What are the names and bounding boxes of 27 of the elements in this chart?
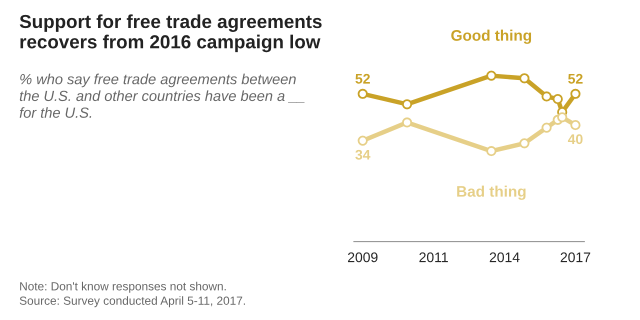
- x-tick-label: 2011: [419, 252, 448, 262]
- point: [552, 94, 563, 104]
- point: [402, 117, 412, 128]
- text: Bad thing: [457, 186, 526, 200]
- data-label: 34: [355, 150, 370, 160]
- point: [570, 120, 581, 130]
- point: [557, 112, 568, 122]
- x-tick-label: 2014: [490, 252, 520, 262]
- point: [486, 70, 496, 81]
- data-label: 40: [568, 134, 583, 144]
- point: [542, 91, 552, 102]
- data-label: 52: [355, 74, 370, 84]
- point: [570, 88, 581, 99]
- point: [519, 138, 530, 148]
- point: [519, 73, 530, 84]
- text: Good thing: [451, 30, 532, 44]
- data-label: 52: [568, 74, 583, 84]
- point: [486, 146, 496, 156]
- x-tick-label: 2009: [348, 252, 378, 262]
- point: [358, 136, 368, 146]
- text: % who say free trade agreements between the U.S. and other countries have been a __ for the U.S.: [20, 74, 305, 118]
- x-tick-label: 2017: [560, 252, 590, 262]
- text: Note: Don't know responses not shown. Source: Survey conducted April 5-11, 2017.: [20, 282, 245, 308]
- point: [358, 88, 368, 99]
- text: Support for free trade agreements recovers from 2016 campaign low: [20, 14, 322, 52]
- point: [402, 99, 412, 110]
- point: [542, 122, 552, 133]
